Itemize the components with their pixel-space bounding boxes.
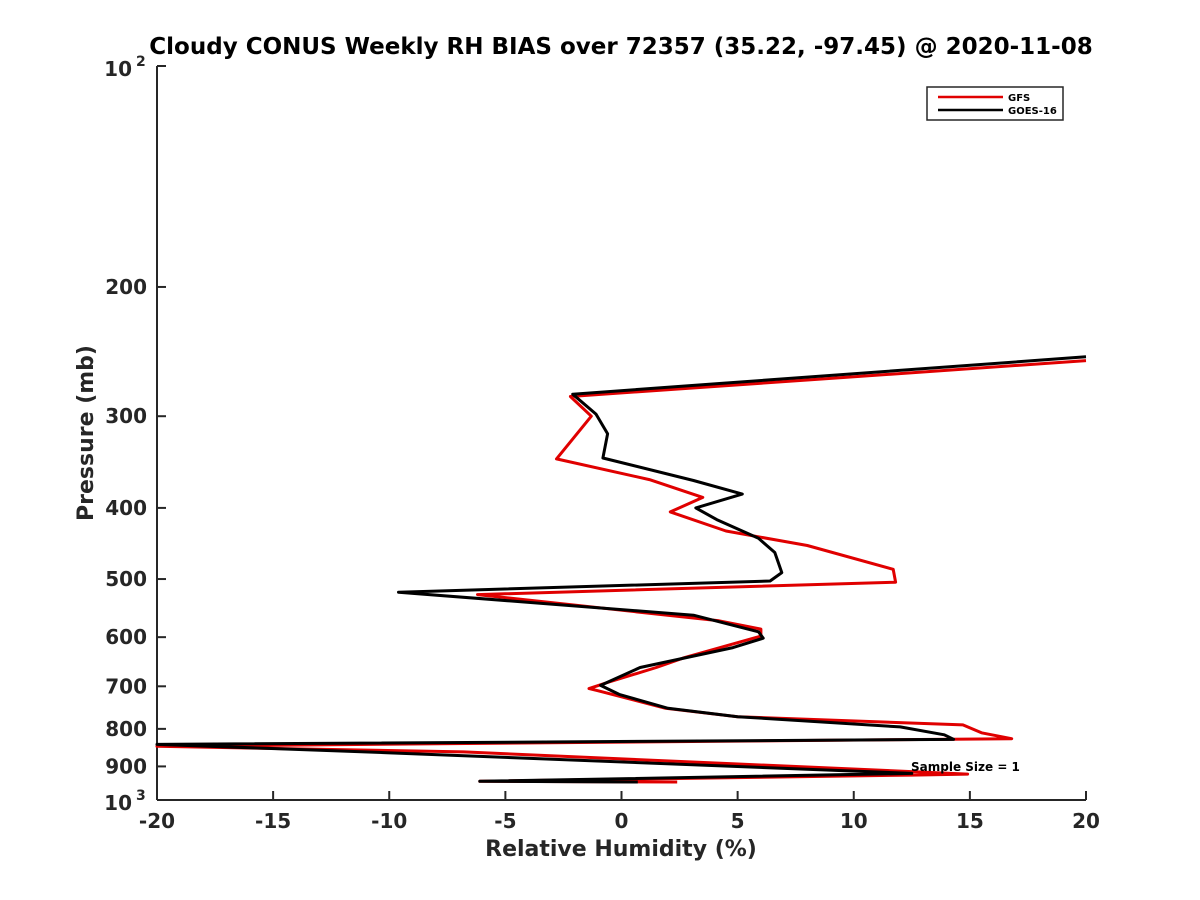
y-tick-label: 300 bbox=[105, 404, 147, 428]
y-bottom-label-exp: 3 bbox=[136, 788, 146, 804]
legend: GFS GOES-16 bbox=[926, 86, 1064, 121]
y-tick-label: 900 bbox=[105, 754, 147, 778]
x-tick-label: -20 bbox=[139, 809, 175, 833]
x-tick-label: -15 bbox=[255, 809, 291, 833]
legend-box bbox=[926, 86, 1064, 121]
series-line-goes16 bbox=[155, 355, 1087, 784]
y-tick-label: 600 bbox=[105, 625, 147, 649]
y-axis-title: Pressure (mb) bbox=[74, 345, 99, 521]
y-tick-label: 200 bbox=[105, 275, 147, 299]
chart-title: Cloudy CONUS Weekly RH BIAS over 72357 (… bbox=[149, 34, 1092, 60]
y-top-label-base: 10 bbox=[104, 57, 132, 81]
x-tick-label: 15 bbox=[956, 809, 984, 833]
y-bottom-label-base: 10 bbox=[104, 791, 132, 815]
y-top-label: 10 2 bbox=[104, 54, 146, 81]
legend-label-goes16: GOES-16 bbox=[1008, 106, 1057, 117]
svg-text:10: 10 bbox=[104, 57, 132, 81]
y-ticks: 200 300 400 500 600 700 800 900 bbox=[105, 65, 166, 801]
svg-text:10: 10 bbox=[104, 791, 132, 815]
y-tick-label: 500 bbox=[105, 567, 147, 591]
series-layer bbox=[155, 355, 1087, 784]
legend-label-gfs: GFS bbox=[1008, 93, 1030, 104]
plot-area bbox=[155, 66, 1087, 801]
x-axis-title: Relative Humidity (%) bbox=[485, 837, 757, 862]
x-tick-label: 20 bbox=[1072, 809, 1100, 833]
x-tick-label: 5 bbox=[731, 809, 745, 833]
sample-size-annotation: Sample Size = 1 bbox=[911, 760, 1020, 774]
y-tick-label: 800 bbox=[105, 717, 147, 741]
x-tick-label: 10 bbox=[840, 809, 868, 833]
x-tick-label: 0 bbox=[615, 809, 629, 833]
y-top-label-exp: 2 bbox=[136, 54, 146, 70]
x-tick-label: -5 bbox=[494, 809, 516, 833]
y-tick-label: 400 bbox=[105, 496, 147, 520]
series-line-gfs bbox=[155, 359, 1087, 784]
y-tick-label: 700 bbox=[105, 674, 147, 698]
x-ticks: -20 -15 -10 -5 0 5 10 15 20 bbox=[139, 791, 1100, 833]
x-tick-label: -10 bbox=[371, 809, 407, 833]
y-bottom-label: 10 3 bbox=[104, 788, 146, 815]
